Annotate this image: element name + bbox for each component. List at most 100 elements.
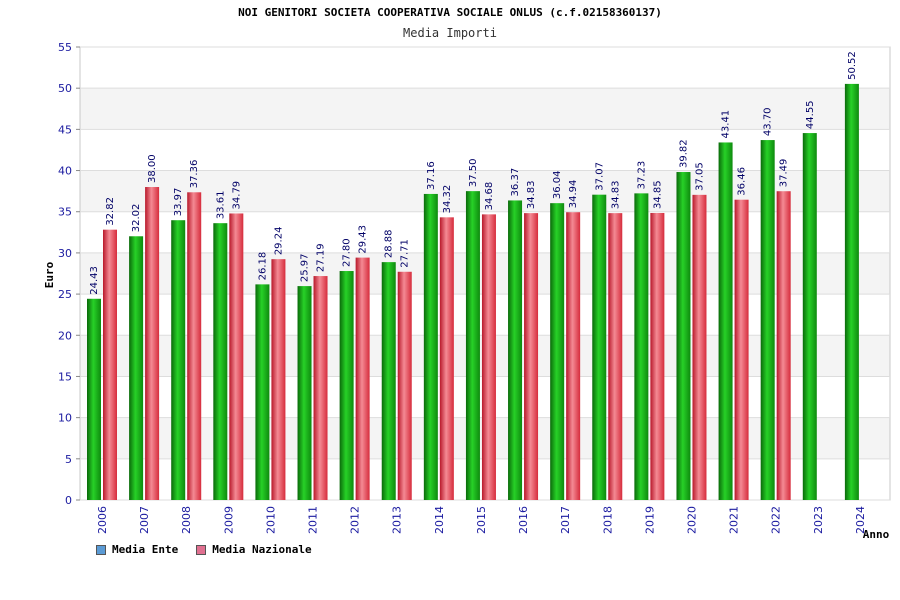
data-label-media-nazionale: 32.82 [105,197,116,226]
y-tick-label: 0 [65,494,72,507]
data-label-media-nazionale: 27.19 [316,243,327,272]
data-label-media-nazionale: 34.85 [652,180,663,209]
data-label-media-ente: 37.07 [594,162,605,191]
data-label-media-nazionale: 34.68 [484,182,495,211]
bar-media-ente [129,236,144,500]
bar-media-ente [844,83,859,500]
data-label-media-ente: 50.52 [847,51,858,80]
data-label-media-nazionale: 37.49 [779,159,790,188]
bar-media-nazionale [692,194,707,501]
plot-band [80,129,890,171]
y-tick-label: 50 [58,82,72,95]
chart-title: NOI GENITORI SOCIETA COOPERATIVA SOCIALE… [238,6,662,19]
bar-media-nazionale [397,271,412,500]
x-tick-label: 2008 [180,506,193,534]
bar-media-nazionale [524,213,539,501]
y-tick-label: 10 [58,412,72,425]
x-tick-label: 2019 [643,506,656,534]
data-label-media-nazionale: 34.32 [442,185,453,214]
x-tick-label: 2022 [770,506,783,534]
x-tick-label: 2021 [728,506,741,534]
data-label-media-nazionale: 34.83 [526,180,537,209]
legend-label-media-nazionale: Media Nazionale [212,543,312,556]
bar-media-ente [508,200,523,500]
bar-media-nazionale [608,213,623,501]
x-tick-label: 2018 [601,506,614,534]
data-label-media-nazionale: 34.83 [610,180,621,209]
data-label-media-ente: 32.02 [131,204,142,233]
bar-media-nazionale [271,259,286,500]
bar-media-nazionale [103,229,117,500]
bar-media-ente [213,223,228,500]
bar-media-nazionale [650,212,665,501]
y-tick-label: 45 [58,123,72,136]
data-label-media-nazionale: 36.46 [737,167,748,196]
chart-subtitle: Media Importi [403,26,497,40]
bar-media-ente [465,191,480,501]
bar-media-nazionale [313,276,328,500]
data-label-media-ente: 43.70 [763,107,774,136]
data-label-media-ente: 44.55 [805,100,816,129]
data-label-media-ente: 27.80 [342,238,353,267]
bar-media-nazionale [187,192,202,500]
data-label-media-ente: 24.43 [89,266,100,295]
y-tick-label: 30 [58,247,72,260]
legend-label-media-ente: Media Ente [112,543,179,556]
bar-media-ente [297,286,312,500]
x-tick-label: 2006 [96,506,109,534]
y-tick-label: 15 [58,370,72,383]
data-label-media-nazionale: 37.36 [189,160,200,189]
bars [87,83,859,501]
bar-media-nazionale [481,214,496,500]
bar-media-nazionale [145,187,160,500]
data-labels: 24.43 32.82 32.02 38.00 33.97 37.36 33.61 34.79… [89,51,858,295]
data-label-media-ente: 36.04 [552,171,563,200]
data-label-media-nazionale: 29.43 [358,225,369,254]
data-label-media-nazionale: 38.00 [147,154,158,183]
bar-media-nazionale [355,257,370,500]
x-axis-label: Anno [863,528,890,541]
bar-media-ente [87,298,101,500]
bar-media-nazionale [776,191,791,500]
legend: Media Ente Media Nazionale [96,543,312,556]
data-label-media-ente: 43.41 [721,110,732,139]
data-label-media-ente: 26.18 [257,252,268,281]
data-label-media-ente: 37.16 [426,161,437,190]
data-label-media-nazionale: 37.05 [694,162,705,191]
bar-media-nazionale [439,217,454,500]
legend-swatch-media-ente [96,544,106,555]
y-tick-label: 40 [58,165,72,178]
x-axis: 2006 2007 2008 2009 2010 2011 2012 2013 2014 2015… [96,506,867,534]
plot-band [80,47,890,89]
data-label-media-nazionale: 34.94 [568,180,579,209]
data-label-media-nazionale: 27.71 [400,239,411,268]
x-tick-label: 2016 [517,506,530,534]
data-label-media-ente: 39.82 [678,139,689,168]
y-tick-label: 55 [58,41,72,54]
legend-swatch-media-nazionale [196,544,207,555]
x-tick-label: 2011 [307,506,320,534]
data-label-media-ente: 37.50 [468,158,479,187]
bar-media-ente [760,140,775,500]
bar-media-nazionale [229,213,244,500]
y-tick-label: 25 [58,288,72,301]
x-tick-label: 2007 [138,506,151,534]
x-tick-label: 2023 [812,506,825,534]
x-tick-label: 2013 [391,506,404,534]
bar-media-ente [802,133,817,500]
bar-media-ente [634,193,649,501]
data-label-media-ente: 33.97 [173,188,184,217]
bar-media-ente [423,193,438,501]
x-tick-label: 2024 [854,506,867,534]
bar-media-ente [381,262,396,500]
data-label-media-ente: 28.88 [384,229,395,258]
x-tick-label: 2017 [559,506,572,534]
bar-media-ente [592,194,607,501]
bar-media-ente [255,284,270,500]
x-tick-label: 2010 [264,506,277,534]
bar-media-nazionale [566,212,581,501]
bar-media-ente [339,271,354,500]
legend-item-media-nazionale: Media Nazionale [196,543,312,556]
data-label-media-ente: 33.61 [215,191,226,220]
